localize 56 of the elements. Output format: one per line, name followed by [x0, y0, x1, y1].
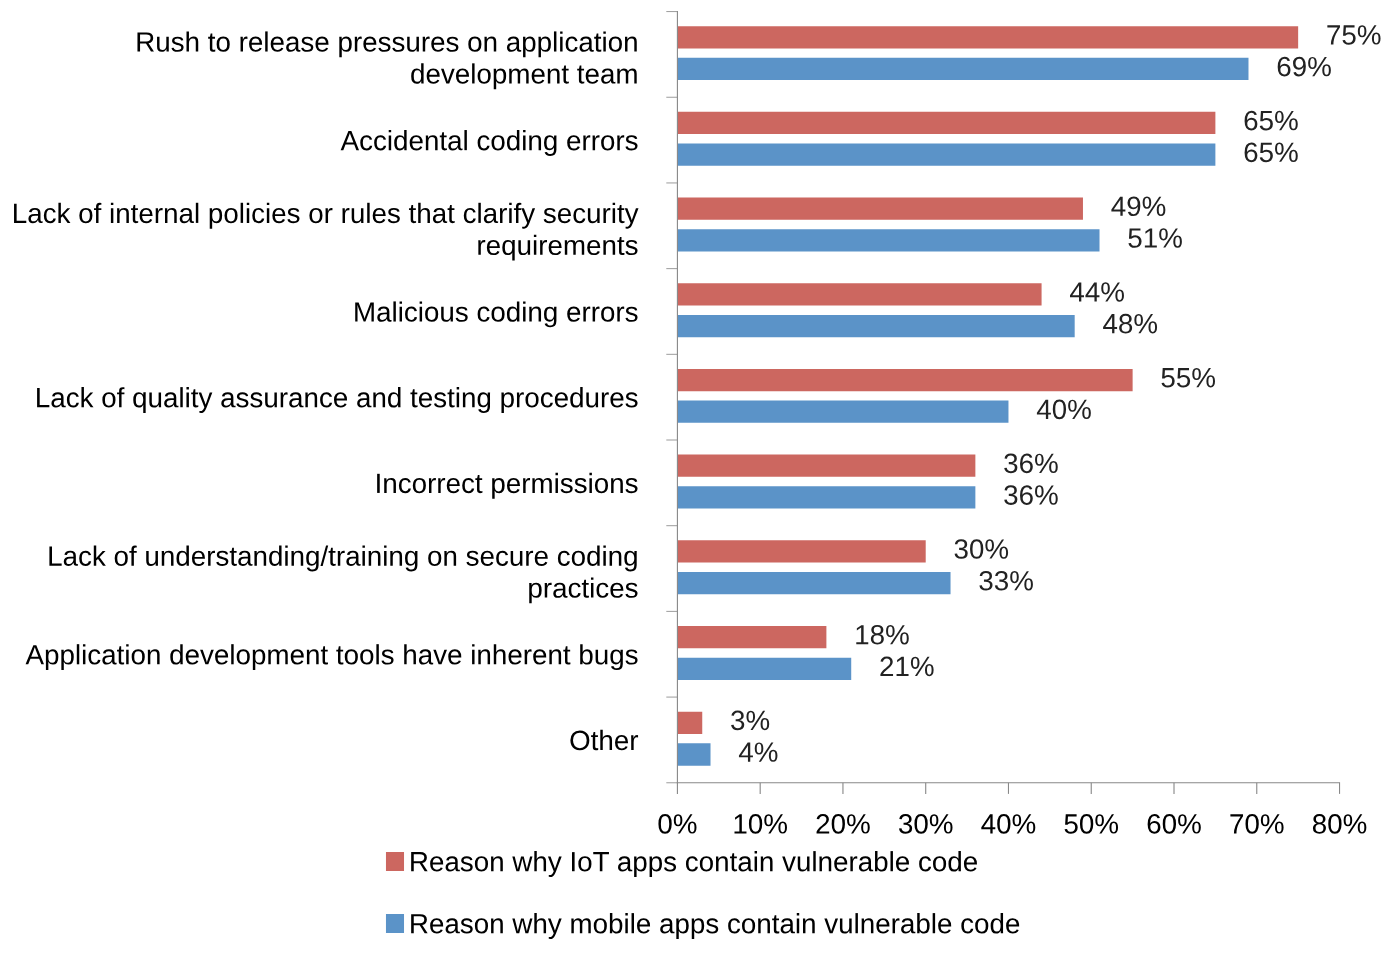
y-tick-label: Lack of understanding/training on secure coding practices [49, 545, 638, 604]
data-label: 36% [1004, 453, 1058, 474]
bar [677, 711, 703, 734]
bar [677, 625, 827, 649]
bar [677, 26, 1299, 49]
data-label: 21% [880, 656, 934, 677]
bar [677, 283, 1042, 306]
bar [677, 229, 1100, 252]
bar [677, 57, 1249, 81]
y-tick-label: Accidental coding errors [340, 130, 638, 156]
x-tick-label: 10% [734, 814, 787, 834]
bar [677, 486, 976, 509]
data-label: 69% [1277, 56, 1331, 77]
x-tick-label: 50% [1064, 814, 1119, 834]
y-tick-label: Malicious coding errors [355, 301, 638, 328]
bar [677, 657, 852, 680]
y-tick-label: Application development tools have inherent bugs [25, 644, 638, 671]
y-tick-label: Other [570, 729, 639, 751]
x-tick-label: 0% [658, 814, 697, 834]
bar [677, 454, 976, 477]
bar [677, 743, 711, 766]
y-tick-label: Rush to release pressures on application development team [137, 31, 637, 90]
data-label: 44% [1070, 282, 1124, 302]
y-tick-label: Lack of internal policies or rules that clarify security requirements [14, 202, 639, 261]
data-label: 51% [1128, 228, 1182, 248]
data-label: 36% [1004, 485, 1058, 505]
data-label: 65% [1244, 110, 1298, 131]
x-tick-label: 40% [981, 814, 1036, 834]
data-label: 48% [1103, 313, 1158, 334]
data-label: 4% [738, 742, 778, 762]
legend-label: Reason why mobile apps contain vulnerable code [411, 913, 1020, 939]
bar [677, 314, 1075, 338]
data-label: 40% [1036, 399, 1091, 420]
data-label: 18% [856, 624, 909, 645]
legend-label: Reason why IoT apps contain vulnerable code [411, 851, 977, 877]
data-label: 49% [1111, 196, 1166, 217]
x-tick-label: 60% [1147, 814, 1201, 834]
data-label: 65% [1244, 142, 1298, 163]
data-label: 75% [1327, 25, 1381, 45]
x-tick-label: 20% [816, 814, 870, 834]
x-tick-label: 30% [898, 814, 953, 834]
bar [677, 197, 1083, 220]
bar [677, 368, 1133, 392]
y-tick-label: Lack of quality assurance and testing procedures [37, 387, 638, 413]
bar [677, 400, 1009, 423]
x-tick-label: 80% [1312, 814, 1367, 834]
data-label: 33% [979, 570, 1033, 591]
y-tick-label: Incorrect permissions [377, 472, 638, 499]
data-label: 55% [1161, 367, 1216, 388]
data-label: 3% [731, 710, 770, 731]
x-tick-label: 70% [1230, 814, 1284, 834]
bar [677, 143, 1216, 166]
bar [677, 540, 926, 563]
bar [677, 571, 951, 595]
data-label: 30% [954, 539, 1009, 559]
bar [677, 111, 1216, 135]
